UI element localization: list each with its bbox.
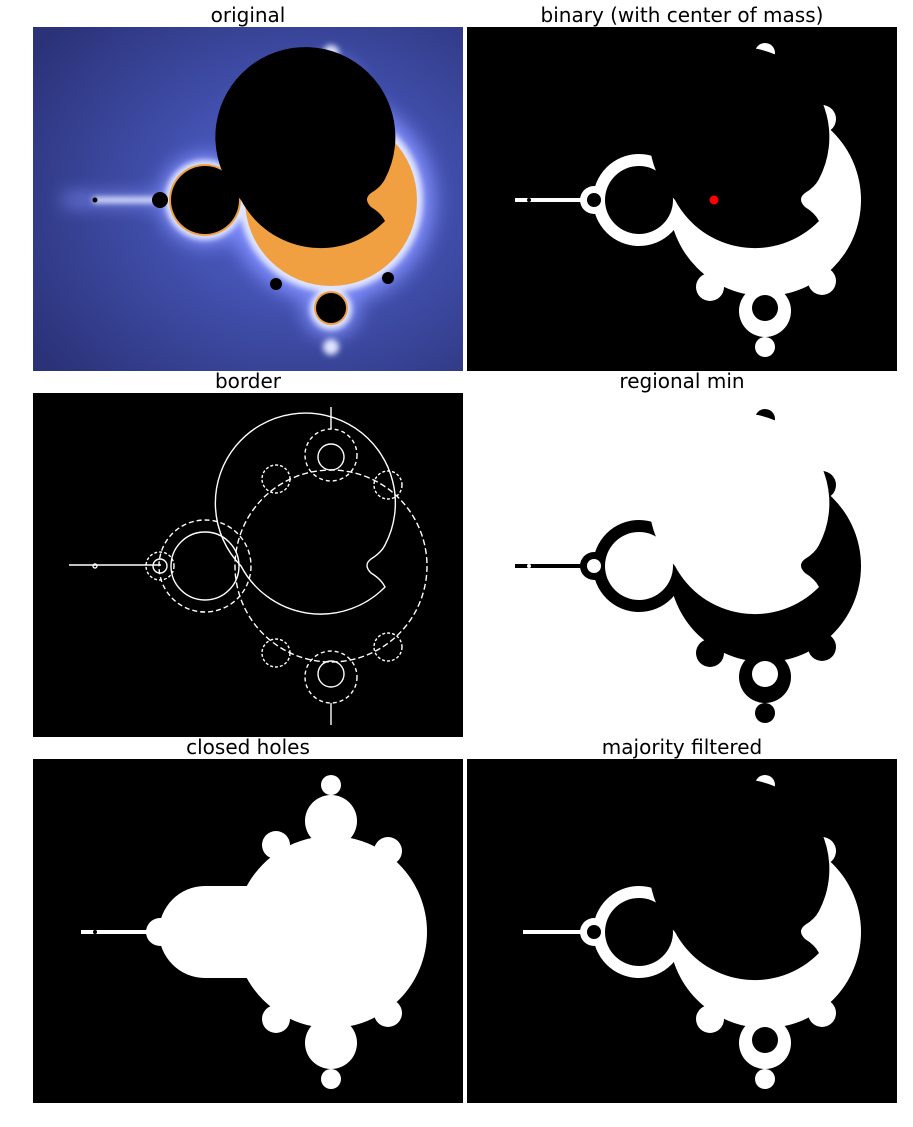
panel-closed-holes	[33, 759, 463, 1103]
panel-regional-min	[467, 393, 897, 737]
panel-title-closed-holes: closed holes	[186, 735, 310, 759]
panel-majority-filtered	[467, 759, 897, 1103]
panel-binary	[467, 27, 897, 371]
panel-title-border: border	[214, 369, 282, 393]
image-binary	[467, 27, 897, 371]
panel-title-regional-min: regional min	[619, 369, 745, 393]
panel-original	[33, 27, 463, 371]
image-border	[33, 393, 463, 737]
image-closed-holes	[33, 759, 463, 1103]
image-majority-filtered	[467, 759, 897, 1103]
image-regional-min	[467, 393, 897, 737]
panel-title-binary: binary (with center of mass)	[540, 3, 824, 27]
center-of-mass-marker	[709, 195, 719, 205]
panel-border	[33, 393, 463, 737]
panel-title-original: original	[210, 3, 286, 27]
image-original	[33, 27, 463, 371]
panel-title-majority-filtered: majority filtered	[601, 735, 763, 759]
